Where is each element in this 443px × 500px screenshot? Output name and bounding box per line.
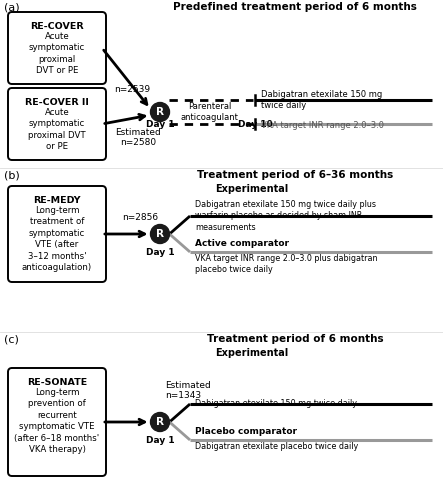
Text: R: R bbox=[156, 229, 164, 239]
Circle shape bbox=[151, 412, 170, 432]
Text: Dabigatran etexilate 150 mg twice daily plus
warfarin placebo as decided by sham: Dabigatran etexilate 150 mg twice daily … bbox=[195, 200, 376, 232]
Text: Acute
symptomatic
proximal DVT
or PE: Acute symptomatic proximal DVT or PE bbox=[28, 108, 86, 152]
Text: Day 1: Day 1 bbox=[146, 436, 174, 445]
Text: RE-SONATE: RE-SONATE bbox=[27, 378, 87, 387]
Text: Dabigatran etexilate placebo twice daily: Dabigatran etexilate placebo twice daily bbox=[195, 442, 358, 451]
Text: Long-term
treatment of
symptomatic
VTE (after
3–12 months'
anticoagulation): Long-term treatment of symptomatic VTE (… bbox=[22, 206, 92, 272]
Text: Acute
symptomatic
proximal
DVT or PE: Acute symptomatic proximal DVT or PE bbox=[29, 32, 85, 76]
Text: Treatment period of 6–36 months: Treatment period of 6–36 months bbox=[197, 170, 393, 180]
Text: Estimated
n=2580: Estimated n=2580 bbox=[115, 128, 161, 148]
Text: (a): (a) bbox=[4, 2, 19, 12]
Text: R: R bbox=[156, 107, 164, 117]
Text: Active comparator: Active comparator bbox=[195, 239, 289, 248]
Text: Experimental: Experimental bbox=[215, 184, 288, 194]
Text: Long-term
prevention of
recurrent
symptomatic VTE
(after 6–18 months'
VKA therap: Long-term prevention of recurrent sympto… bbox=[14, 388, 100, 454]
Text: Day 10: Day 10 bbox=[237, 120, 272, 129]
Text: R: R bbox=[156, 417, 164, 427]
FancyBboxPatch shape bbox=[8, 88, 106, 160]
Text: VKA target INR range 2.0–3.0: VKA target INR range 2.0–3.0 bbox=[261, 122, 384, 130]
Circle shape bbox=[151, 102, 170, 122]
Text: n=2539: n=2539 bbox=[114, 85, 150, 94]
Text: RE-COVER II: RE-COVER II bbox=[25, 98, 89, 107]
Text: (c): (c) bbox=[4, 334, 19, 344]
Text: Parenteral
anticoagulant: Parenteral anticoagulant bbox=[181, 102, 238, 122]
Text: Predefined treatment period of 6 months: Predefined treatment period of 6 months bbox=[173, 2, 417, 12]
Text: n=2856: n=2856 bbox=[122, 213, 158, 222]
Text: Treatment period of 6 months: Treatment period of 6 months bbox=[207, 334, 383, 344]
Text: Dabigatran etexilate 150 mg
twice daily: Dabigatran etexilate 150 mg twice daily bbox=[261, 90, 382, 110]
Text: Day 1: Day 1 bbox=[146, 120, 174, 129]
FancyBboxPatch shape bbox=[8, 186, 106, 282]
Text: VKA target INR range 2.0–3.0 plus dabigatran
placebo twice daily: VKA target INR range 2.0–3.0 plus dabiga… bbox=[195, 254, 377, 274]
Text: (b): (b) bbox=[4, 170, 20, 180]
Text: RE-MEDY: RE-MEDY bbox=[33, 196, 81, 205]
Text: Placebo comparator: Placebo comparator bbox=[195, 427, 297, 436]
Circle shape bbox=[151, 224, 170, 244]
Text: RE-COVER: RE-COVER bbox=[30, 22, 84, 31]
Text: Dabigatran etexilate 150 mg twice daily: Dabigatran etexilate 150 mg twice daily bbox=[195, 400, 357, 408]
Text: Experimental: Experimental bbox=[215, 348, 288, 358]
Text: Estimated
n=1343: Estimated n=1343 bbox=[165, 380, 211, 400]
FancyBboxPatch shape bbox=[8, 368, 106, 476]
FancyBboxPatch shape bbox=[8, 12, 106, 84]
Text: Day 1: Day 1 bbox=[146, 248, 174, 257]
